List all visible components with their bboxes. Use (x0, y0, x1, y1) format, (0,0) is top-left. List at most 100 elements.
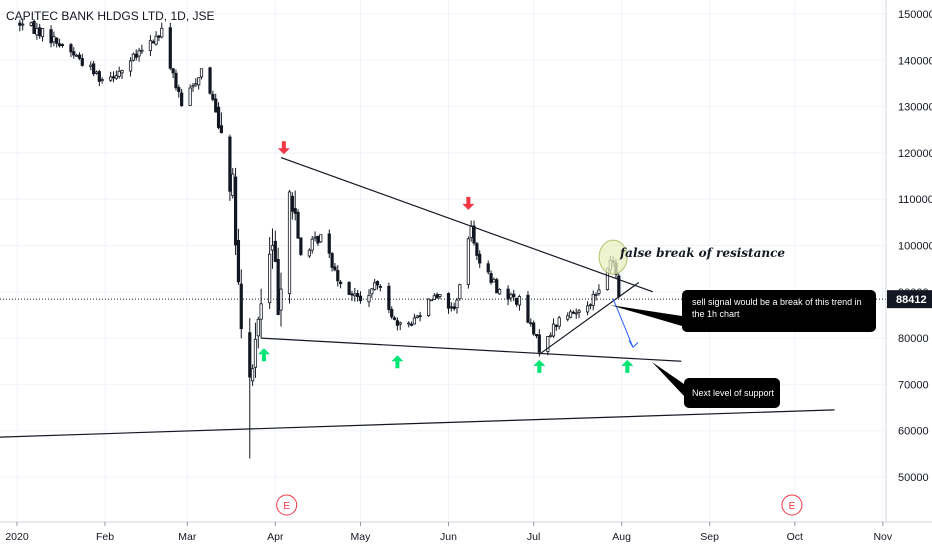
candle (191, 83, 195, 92)
candle (69, 42, 73, 58)
candle (588, 303, 593, 310)
projection-arrowhead-icon (628, 340, 639, 348)
candle (319, 234, 323, 243)
candle (432, 292, 436, 300)
chart-title: CAPITEC BANK HLDGS LTD, 1D, JSE (6, 9, 215, 23)
candle (549, 332, 553, 338)
candle (239, 269, 243, 339)
candle (316, 235, 320, 246)
candle (128, 57, 133, 77)
candle (92, 60, 96, 77)
candle (268, 237, 272, 310)
up-arrow-icon (257, 348, 270, 362)
candle (251, 364, 255, 386)
candle (307, 248, 311, 258)
candle (506, 285, 510, 306)
trendline-rising-support[interactable] (538, 282, 640, 355)
candle (174, 69, 178, 91)
current-price-tag (887, 290, 932, 309)
up-arrow-icon (533, 359, 546, 373)
candle (395, 317, 399, 331)
up-arrow-icon (621, 359, 634, 373)
candle (438, 294, 442, 300)
candle (472, 220, 476, 246)
candle (137, 47, 141, 62)
candle (407, 321, 411, 328)
candle (89, 61, 93, 71)
candle (517, 294, 522, 311)
candle (140, 44, 144, 55)
candle (327, 229, 331, 259)
candle (131, 52, 135, 62)
candle (80, 53, 84, 67)
candle (256, 316, 260, 349)
candle (97, 69, 101, 87)
candle (290, 192, 294, 220)
candle (532, 320, 536, 336)
candle (233, 167, 238, 256)
next-support-text: Next level of support (692, 388, 775, 398)
candle (171, 68, 175, 79)
candle (568, 309, 573, 319)
candle (330, 252, 334, 272)
candle (594, 292, 598, 301)
sell-signal-text-line-1: sell signal would be a break of this tre… (692, 297, 862, 307)
candle (60, 43, 65, 48)
svg-text:E: E (283, 501, 290, 512)
candle (120, 69, 124, 79)
candle (591, 290, 595, 311)
candle (546, 335, 550, 356)
time-axis[interactable]: 2020 Feb Mar Apr May Jun Jul Aug Sep Oct Nov (0, 521, 932, 543)
candle (117, 66, 121, 79)
candle (509, 292, 513, 302)
candle (21, 18, 25, 31)
x-tick-label: Aug (612, 531, 631, 543)
x-tick-label: Mar (178, 531, 197, 543)
candle (617, 273, 621, 299)
candle (446, 292, 451, 314)
trendline-long-term-support[interactable] (0, 409, 835, 438)
trendline-resistance[interactable] (280, 156, 654, 293)
candle (367, 289, 371, 308)
next-support-callout[interactable]: Next level of support (652, 362, 780, 408)
y-tick-label: 130000 (898, 102, 932, 114)
candle (458, 283, 462, 301)
candle (29, 21, 33, 27)
y-tick-label: 60000 (898, 426, 929, 438)
trendline-support[interactable] (261, 337, 682, 362)
candle (310, 235, 314, 254)
y-tick-label: 150000 (898, 9, 932, 21)
earnings-event-marker[interactable]: E (781, 494, 803, 516)
candle (350, 290, 354, 301)
candle (75, 53, 79, 57)
down-arrow-icon (462, 196, 475, 210)
candle (387, 282, 391, 314)
candle (293, 190, 297, 221)
candle (214, 93, 218, 113)
x-tick-label: Feb (96, 531, 114, 543)
candle (495, 277, 499, 294)
candle (160, 22, 164, 39)
candle (378, 284, 382, 292)
sell-signal-callout[interactable]: sell signal would be a break of this tre… (610, 290, 876, 332)
candle (375, 280, 380, 290)
candle (353, 287, 357, 302)
false-break-label: false break of resistance (619, 246, 785, 260)
candle (180, 88, 184, 107)
trendlines (0, 156, 835, 438)
candle (574, 308, 578, 319)
price-axis[interactable]: 5000060000700008000090000100000110000120… (885, 0, 932, 522)
candle (336, 265, 340, 287)
candle (478, 250, 482, 268)
candle (188, 84, 192, 106)
candle (296, 209, 300, 239)
candle (390, 306, 394, 320)
x-tick-label: Sep (700, 531, 719, 543)
candle (94, 70, 99, 75)
earnings-event-marker[interactable]: E (276, 494, 298, 516)
candle (168, 22, 172, 71)
candle (194, 78, 198, 87)
candle (452, 302, 456, 311)
candle (356, 289, 360, 302)
